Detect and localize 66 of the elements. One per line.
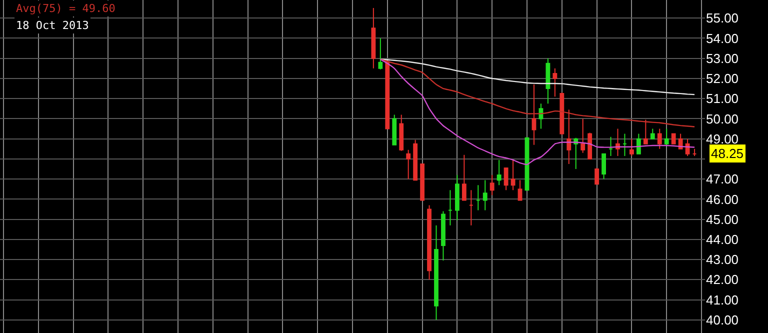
candlestick <box>594 168 600 185</box>
y-tick-label: 51.00 <box>706 91 739 106</box>
candlestick <box>413 139 418 181</box>
y-tick-label: 43.00 <box>706 252 739 268</box>
candlestick <box>434 224 438 320</box>
candlestick <box>538 103 544 130</box>
y-tick-label: 54.00 <box>706 30 739 46</box>
y-tick-label: 42.00 <box>706 272 739 288</box>
candlestick <box>580 118 586 154</box>
candlestick <box>468 190 474 226</box>
candlestick <box>406 149 411 180</box>
candlestick <box>588 132 592 160</box>
candlestick <box>657 128 662 150</box>
candlestick <box>490 174 494 196</box>
candlestick <box>671 133 676 144</box>
line-series <box>380 58 696 128</box>
candlestick <box>692 148 697 156</box>
candlestick <box>427 204 432 280</box>
candlestick <box>482 180 488 211</box>
candlestick <box>399 114 404 152</box>
y-tick-label: 45.00 <box>706 212 739 227</box>
candlestick <box>532 84 536 146</box>
candlestick <box>636 133 641 154</box>
candlestick <box>392 114 397 146</box>
candlestick <box>664 128 669 146</box>
candlestick <box>650 128 655 140</box>
text: 48.25 <box>711 146 744 161</box>
candlestick <box>518 180 522 201</box>
y-tick-label: 46.00 <box>706 192 739 207</box>
candlestick <box>378 38 383 70</box>
candlestick <box>441 210 446 262</box>
candlestick <box>462 154 466 201</box>
candlestick <box>560 92 564 136</box>
y-tick-label: 41.00 <box>706 292 739 308</box>
annotation: 18 Oct 2013 <box>16 19 89 32</box>
candlestick <box>454 174 460 221</box>
y-tick-label: 55.00 <box>706 10 739 26</box>
candlestick <box>476 184 480 211</box>
candlestick <box>371 8 376 69</box>
annotation: Avg(75) = 49.60 <box>16 2 116 15</box>
candlestick <box>678 133 683 150</box>
candlestick <box>385 60 390 130</box>
y-tick-label: 49.00 <box>706 131 739 146</box>
candlestick <box>602 153 606 180</box>
y-tick-label: 52.00 <box>706 71 739 86</box>
candlestick <box>566 109 572 164</box>
line-series <box>380 58 696 96</box>
candlestick <box>546 58 550 104</box>
y-tick-label: 44.00 <box>706 232 739 247</box>
y-tick-label: 47.00 <box>706 172 739 187</box>
candlestick <box>622 133 627 156</box>
candlestick <box>510 159 516 191</box>
candlestick <box>448 190 452 226</box>
line-series <box>380 58 696 166</box>
y-tick-label: 50.00 <box>706 111 739 126</box>
candlestick <box>630 138 634 156</box>
candlestick <box>552 68 558 98</box>
candlestick <box>504 168 508 191</box>
y-tick-label: 40.00 <box>706 312 739 328</box>
y-tick-label: 53.00 <box>706 50 739 66</box>
candlestick <box>643 119 648 144</box>
candlestick <box>616 128 620 156</box>
candlestick <box>496 159 502 186</box>
candlestick <box>685 138 690 156</box>
candlestick <box>420 163 425 201</box>
candlestick <box>608 136 613 156</box>
